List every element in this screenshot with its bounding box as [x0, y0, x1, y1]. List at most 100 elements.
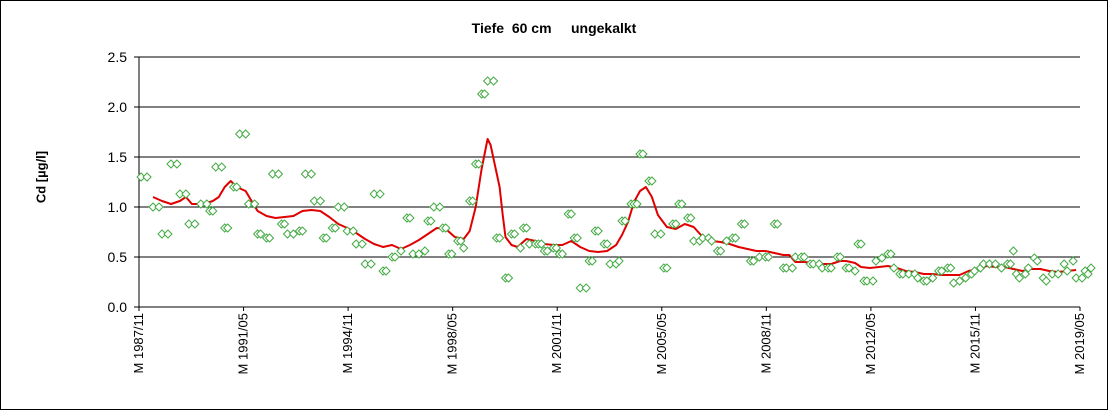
data-point	[1041, 276, 1051, 286]
data-point	[390, 252, 400, 262]
data-point	[990, 259, 1001, 269]
data-point	[1083, 269, 1093, 279]
data-point	[357, 239, 367, 249]
data-point	[1020, 269, 1031, 279]
data-point	[467, 196, 478, 206]
data-point	[273, 169, 284, 179]
data-point	[686, 213, 696, 223]
data-point	[255, 229, 266, 239]
data-point	[1005, 259, 1016, 269]
data-point	[1059, 259, 1069, 269]
data-point	[730, 233, 741, 243]
line-layer	[152, 138, 1077, 276]
data-point	[638, 149, 648, 159]
data-point	[414, 249, 424, 259]
data-point	[996, 263, 1007, 273]
data-point	[396, 246, 406, 256]
data-point	[945, 263, 956, 273]
data-point	[488, 76, 499, 86]
data-point	[339, 202, 349, 212]
data-point	[566, 209, 576, 219]
x-tick-label: M 1991/05	[236, 313, 251, 374]
data-point	[503, 273, 514, 283]
data-point	[217, 162, 227, 172]
data-point	[542, 246, 553, 256]
data-point	[844, 263, 854, 273]
data-point	[459, 243, 469, 253]
data-point	[787, 263, 798, 273]
data-point	[1008, 246, 1019, 256]
data-point	[1023, 263, 1034, 273]
data-point	[509, 229, 520, 239]
x-tick-label: M 1994/11	[340, 313, 355, 373]
data-point	[868, 276, 878, 286]
data-point	[671, 219, 681, 229]
data-point	[551, 243, 562, 253]
label-layer: 0.0 0.5 1.0 1.5 2.0 2.5 M 1987/11 M 1991/05 M 19…	[108, 49, 1087, 374]
data-point	[572, 233, 582, 243]
data-point	[521, 223, 532, 233]
data-point	[620, 216, 630, 226]
data-point	[426, 216, 436, 226]
data-point	[721, 236, 732, 246]
data-point	[181, 189, 191, 199]
data-point	[190, 219, 200, 229]
data-point	[264, 233, 275, 243]
data-point	[375, 189, 385, 199]
data-point	[969, 266, 980, 276]
x-tick-label: M 2005/05	[654, 313, 669, 374]
x-tick-label: M 2001/11	[549, 313, 564, 373]
data-point	[494, 233, 505, 243]
data-point	[850, 266, 860, 276]
data-point	[835, 252, 845, 262]
grid-layer	[139, 56, 1080, 258]
data-point	[240, 129, 251, 139]
data-point	[447, 249, 457, 259]
data-point	[456, 236, 466, 246]
data-point	[1014, 273, 1025, 283]
data-point	[473, 159, 484, 169]
data-point	[587, 256, 597, 266]
data-point	[662, 263, 672, 273]
data-point	[922, 276, 932, 286]
data-point	[581, 283, 591, 293]
data-point	[913, 273, 923, 283]
data-point	[366, 259, 376, 269]
data-point	[739, 219, 750, 229]
data-point	[715, 246, 726, 256]
data-point	[515, 243, 526, 253]
data-point	[208, 206, 218, 216]
y-tick-label: 0.0	[108, 299, 128, 315]
data-point	[593, 226, 603, 236]
data-point	[163, 229, 173, 239]
data-point	[142, 172, 152, 182]
data-point	[677, 199, 687, 209]
y-tick-label: 2.0	[108, 99, 128, 115]
data-point	[306, 169, 317, 179]
point-layer	[136, 76, 1096, 293]
axis-layer	[134, 56, 1081, 311]
data-point	[435, 202, 445, 212]
data-point	[871, 256, 881, 266]
data-point	[656, 229, 666, 239]
y-tick-label: 1.5	[108, 149, 128, 165]
data-point	[223, 223, 233, 233]
data-point	[614, 256, 624, 266]
data-point	[748, 256, 759, 266]
data-point	[1077, 273, 1087, 283]
data-point	[928, 273, 938, 283]
data-point	[1086, 263, 1096, 273]
data-point	[826, 263, 836, 273]
data-point	[202, 199, 212, 209]
data-point	[288, 229, 299, 239]
data-point	[381, 266, 391, 276]
data-point	[1032, 256, 1042, 266]
chart-title: Tiefe 60 cm ungekalkt	[471, 20, 637, 36]
data-point	[772, 219, 783, 229]
data-point	[330, 223, 340, 233]
data-point	[647, 176, 657, 186]
y-tick-label: 1.0	[108, 199, 128, 215]
data-point	[154, 202, 164, 212]
y-tick-label: 0.5	[108, 249, 128, 265]
